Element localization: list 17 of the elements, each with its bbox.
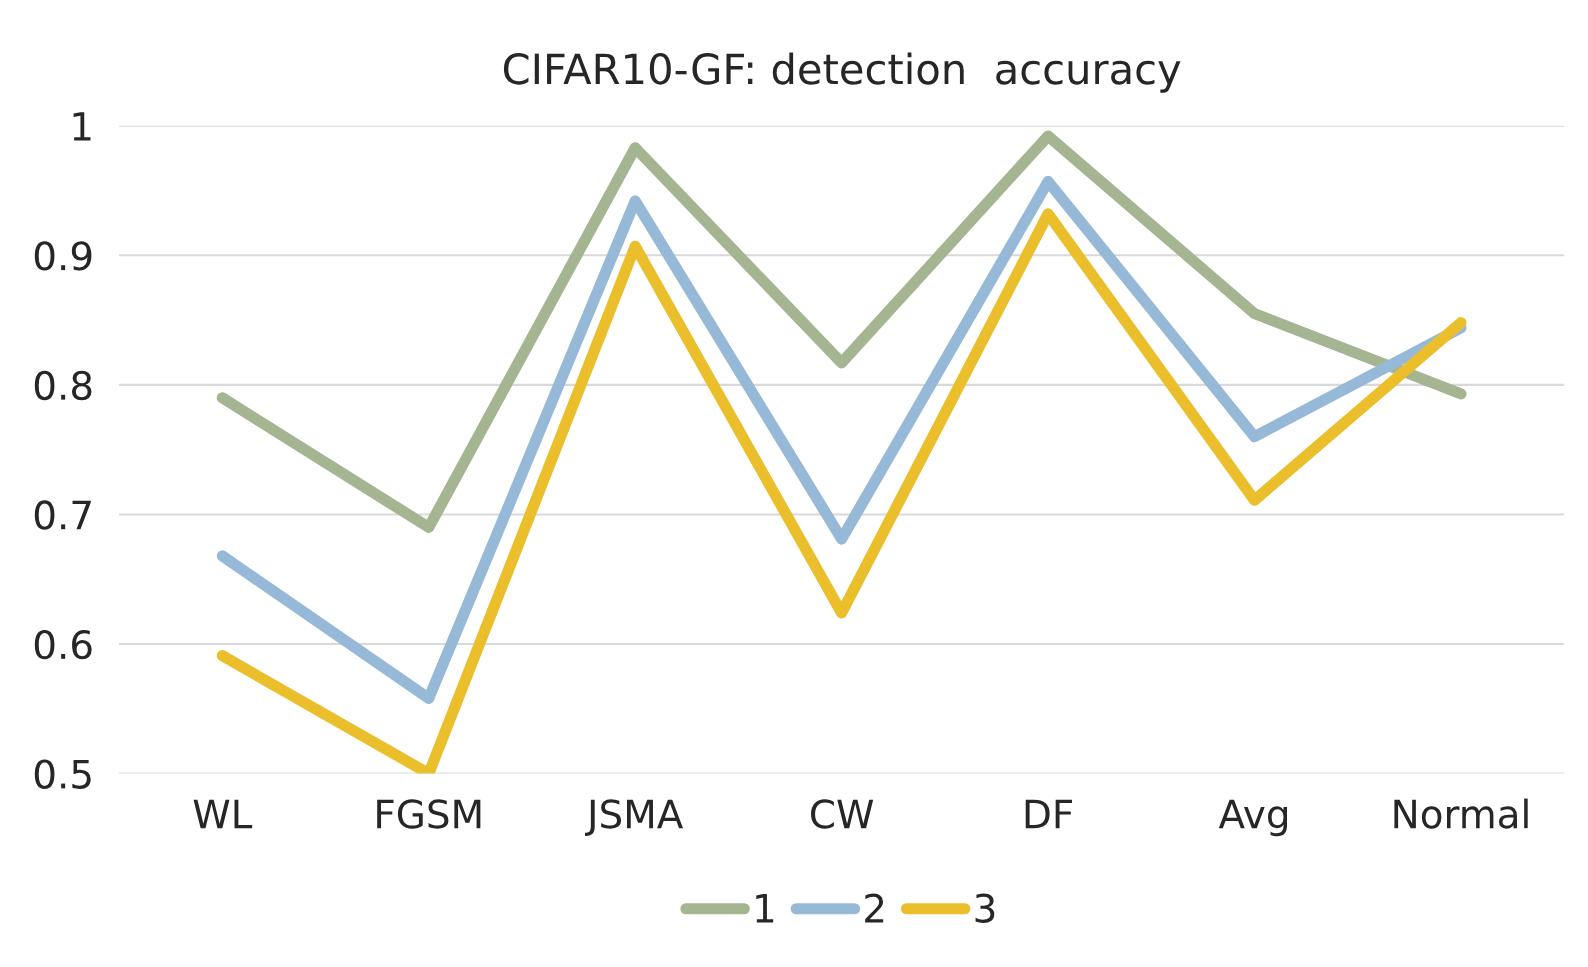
x-tick-label: Normal	[1394, 798, 1528, 829]
legend-label: 2	[865, 893, 884, 923]
x-tick-label: DF	[1025, 799, 1072, 829]
x-tick-label: Avg	[1218, 799, 1287, 837]
legend-label: 3	[975, 893, 995, 923]
x-tick-label: CW	[811, 799, 874, 829]
y-tick-label: 0.5	[34, 759, 91, 789]
y-tick-label: 0.9	[34, 241, 92, 271]
legend-label: 1	[756, 894, 774, 923]
x-tick-label: JSMA	[585, 799, 684, 836]
x-tick-label: FGSM	[377, 799, 481, 829]
y-tick-label: 1	[73, 112, 91, 141]
x-tick-label: WL	[193, 799, 253, 829]
y-tick-label: 0.6	[34, 629, 92, 660]
y-tick-label: 0.7	[34, 500, 91, 530]
chart-title: CIFAR10-GF: detection accuracy	[503, 52, 1181, 93]
y-tick-label: 0.8	[34, 370, 92, 401]
